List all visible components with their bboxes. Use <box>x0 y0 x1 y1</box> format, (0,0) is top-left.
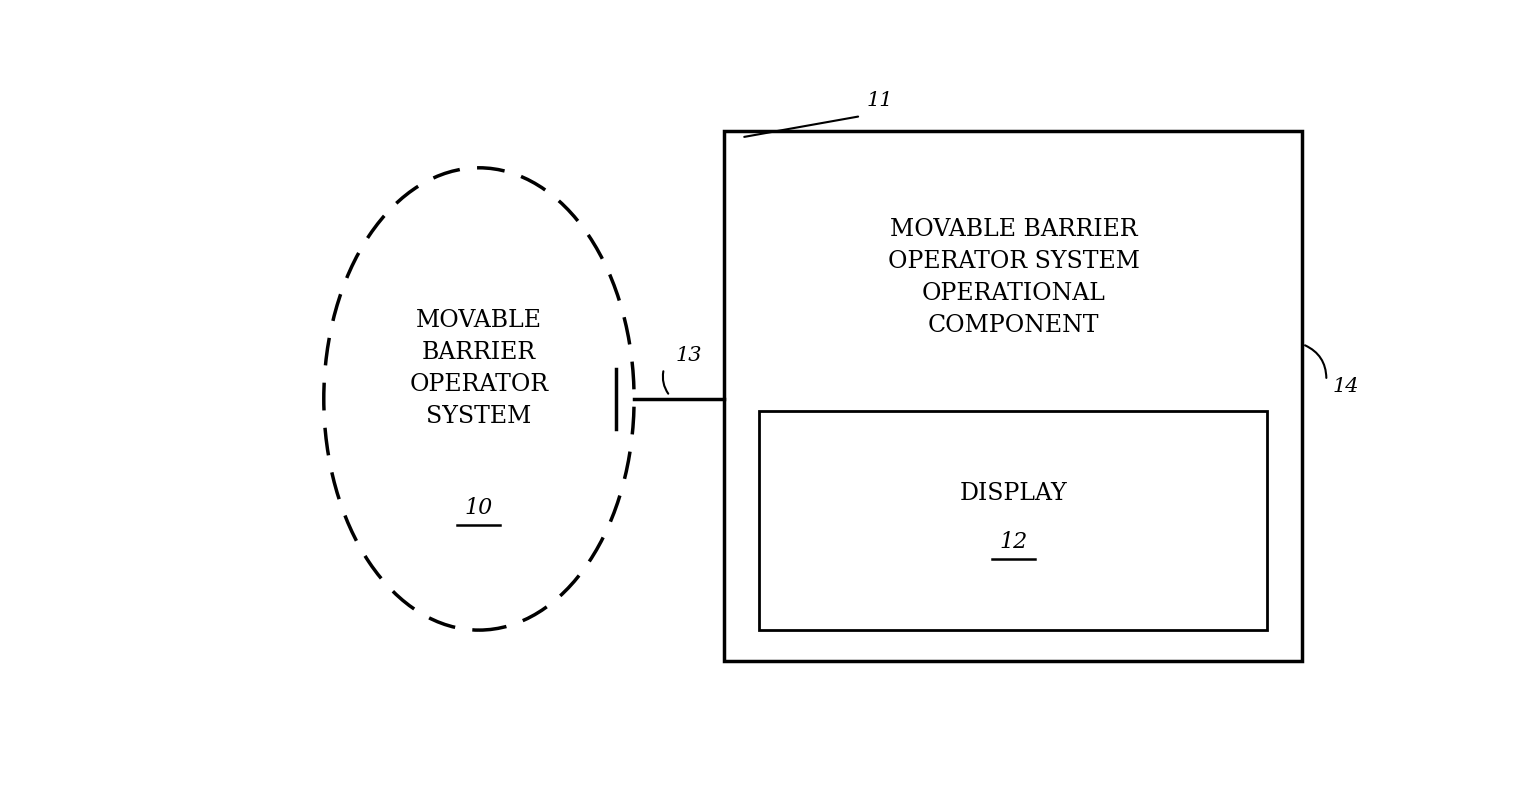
Bar <box>724 131 1303 660</box>
Text: MOVABLE
BARRIER
OPERATOR
SYSTEM: MOVABLE BARRIER OPERATOR SYSTEM <box>410 309 548 428</box>
Bar <box>759 411 1266 630</box>
Text: MOVABLE BARRIER
OPERATOR SYSTEM
OPERATIONAL
COMPONENT: MOVABLE BARRIER OPERATOR SYSTEM OPERATIO… <box>887 218 1140 337</box>
Text: 11: 11 <box>867 91 893 110</box>
Text: 12: 12 <box>999 531 1027 553</box>
Text: 14: 14 <box>1332 378 1358 397</box>
Text: DISPLAY: DISPLAY <box>959 482 1067 505</box>
Text: 10: 10 <box>465 498 493 520</box>
Text: 13: 13 <box>676 347 702 366</box>
